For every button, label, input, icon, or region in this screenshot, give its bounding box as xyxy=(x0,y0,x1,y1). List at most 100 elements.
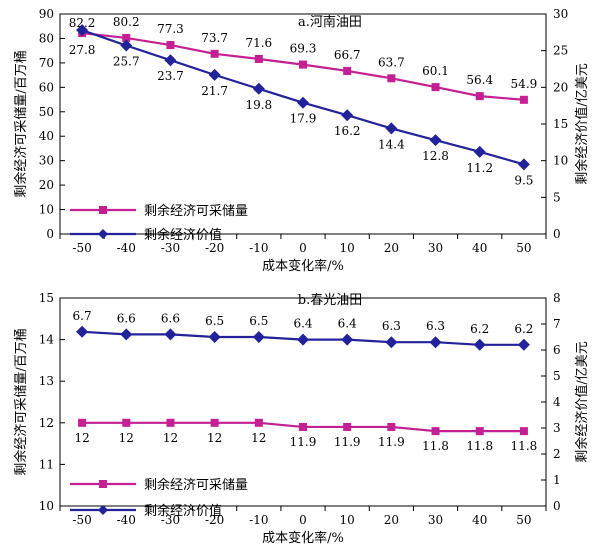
x-tick-label: 40 xyxy=(472,241,487,255)
data-point-marker xyxy=(164,328,177,341)
right-y-tick-label: 25 xyxy=(553,44,568,58)
x-tick-label: -30 xyxy=(161,513,180,527)
x-tick-label: -20 xyxy=(205,513,224,527)
data-point-marker xyxy=(519,95,528,104)
data-label: 6.2 xyxy=(514,322,533,336)
chart-panel-a: 0 10 20 30 40 50 60 70 80 90 0 5 10 15 20 25 30 -50 -40 -30… xyxy=(13,7,590,274)
left-y-tick-label: 30 xyxy=(39,154,54,168)
data-label: 12 xyxy=(119,431,134,445)
legend-label: 剩余经济价值 xyxy=(144,503,222,519)
left-y-tick-label: 10 xyxy=(39,203,54,217)
data-point-marker xyxy=(343,66,352,75)
x-tick-label: -40 xyxy=(117,513,136,527)
x-tick-label: 50 xyxy=(516,241,531,255)
x-tick-label: -50 xyxy=(72,513,91,527)
data-point-marker xyxy=(210,418,219,427)
series-reserves: 12 12 12 12 12 11.9 11.9 11.9 11.8 11.8 11.8 xyxy=(74,418,537,453)
left-y-tick-label: 10 xyxy=(39,499,54,513)
x-tick-label: -30 xyxy=(161,241,180,255)
right-y-tick-label: 5 xyxy=(553,190,561,204)
data-label: 12.8 xyxy=(422,149,449,163)
data-label: 25.7 xyxy=(113,55,140,69)
left-y-axis-title: 剩余经济可采储量/百万桶 xyxy=(13,50,29,197)
right-y-axis-title: 剩余经济价值/亿美元 xyxy=(574,63,590,184)
data-label: 80.2 xyxy=(113,15,140,29)
data-label: 16.2 xyxy=(334,124,361,138)
data-label: 21.7 xyxy=(201,84,228,98)
right-y-axis-title: 剩余经济价值/亿美元 xyxy=(574,341,590,462)
data-label: 6.3 xyxy=(426,319,445,333)
left-y-tick-label: 90 xyxy=(39,7,54,21)
x-tick-label: 20 xyxy=(384,513,399,527)
data-point-marker xyxy=(517,158,530,171)
data-label: 19.8 xyxy=(245,98,272,112)
left-y-tick-label: 50 xyxy=(39,105,54,119)
data-label: 6.4 xyxy=(293,317,312,331)
data-point-marker xyxy=(341,333,354,346)
data-point-marker xyxy=(166,41,175,50)
right-y-tick-label: 2 xyxy=(553,447,561,461)
data-label: 73.7 xyxy=(201,31,228,45)
legend-label: 剩余经济可采储量 xyxy=(144,203,248,219)
series-value: 6.7 6.6 6.6 6.5 6.5 6.4 6.4 6.3 6.3 6.2 6.2 xyxy=(73,309,533,351)
left-y-tick-label: 15 xyxy=(39,291,54,305)
x-tick-label: 50 xyxy=(516,513,531,527)
data-label: 11.2 xyxy=(466,161,493,175)
chart-title: b.春光油田 xyxy=(298,293,362,308)
left-y-tick-label: 13 xyxy=(39,374,54,388)
data-point-marker xyxy=(387,422,396,431)
x-tick-label: -10 xyxy=(249,241,268,255)
left-y-tick-label: 80 xyxy=(39,31,54,45)
right-y-tick-label: 6 xyxy=(553,343,561,357)
legend-marker xyxy=(98,505,108,515)
right-y-tick-label: 0 xyxy=(553,227,561,241)
data-point-marker xyxy=(385,122,398,135)
data-label: 6.2 xyxy=(470,322,489,336)
legend-marker xyxy=(98,229,108,239)
data-point-marker xyxy=(122,33,131,42)
x-tick-label: 0 xyxy=(299,241,307,255)
data-label: 56.4 xyxy=(466,73,493,87)
data-label: 66.7 xyxy=(334,48,361,62)
data-point-marker xyxy=(210,49,219,58)
x-axis-title: 成本变化率/% xyxy=(262,258,344,274)
left-y-tick-label: 14 xyxy=(39,333,55,347)
data-label: 11.8 xyxy=(422,439,449,453)
data-point-marker xyxy=(473,338,486,351)
data-point-marker xyxy=(299,60,307,69)
chart-title: a.河南油田 xyxy=(298,14,362,30)
data-point-marker xyxy=(429,336,442,349)
right-y-tick-label: 1 xyxy=(553,473,561,487)
data-label: 14.4 xyxy=(378,137,405,151)
right-y-tick-label: 7 xyxy=(553,317,561,331)
data-label: 60.1 xyxy=(422,64,449,78)
data-label: 6.7 xyxy=(73,309,92,323)
data-label: 23.7 xyxy=(157,69,184,83)
data-point-marker xyxy=(385,336,398,349)
data-point-marker xyxy=(341,109,354,122)
left-y-tick-label: 12 xyxy=(39,416,54,430)
right-y-tick-label: 8 xyxy=(553,291,561,305)
data-label: 6.6 xyxy=(117,311,136,325)
data-label: 12 xyxy=(207,431,222,445)
data-point-marker xyxy=(254,418,263,427)
left-y-tick-label: 40 xyxy=(39,129,54,143)
data-point-marker xyxy=(297,333,309,346)
x-tick-label: -40 xyxy=(117,241,136,255)
left-y-tick-label: 20 xyxy=(39,178,54,192)
series-value: 27.8 25.7 23.7 21.7 19.8 17.9 16.2 14.4 12.8 11.2… xyxy=(69,24,533,187)
data-label: 6.3 xyxy=(382,319,401,333)
x-tick-label: 20 xyxy=(384,241,399,255)
data-label: 27.8 xyxy=(69,43,96,57)
legend-marker xyxy=(99,480,107,488)
x-tick-label: -10 xyxy=(249,513,268,527)
data-point-marker xyxy=(473,145,486,158)
left-y-tick-label: 60 xyxy=(39,80,54,94)
right-y-tick-label: 0 xyxy=(553,499,561,513)
data-point-marker xyxy=(252,331,265,343)
data-label: 69.3 xyxy=(290,42,317,56)
x-tick-label: 0 xyxy=(299,513,307,527)
data-point-marker xyxy=(208,68,221,81)
